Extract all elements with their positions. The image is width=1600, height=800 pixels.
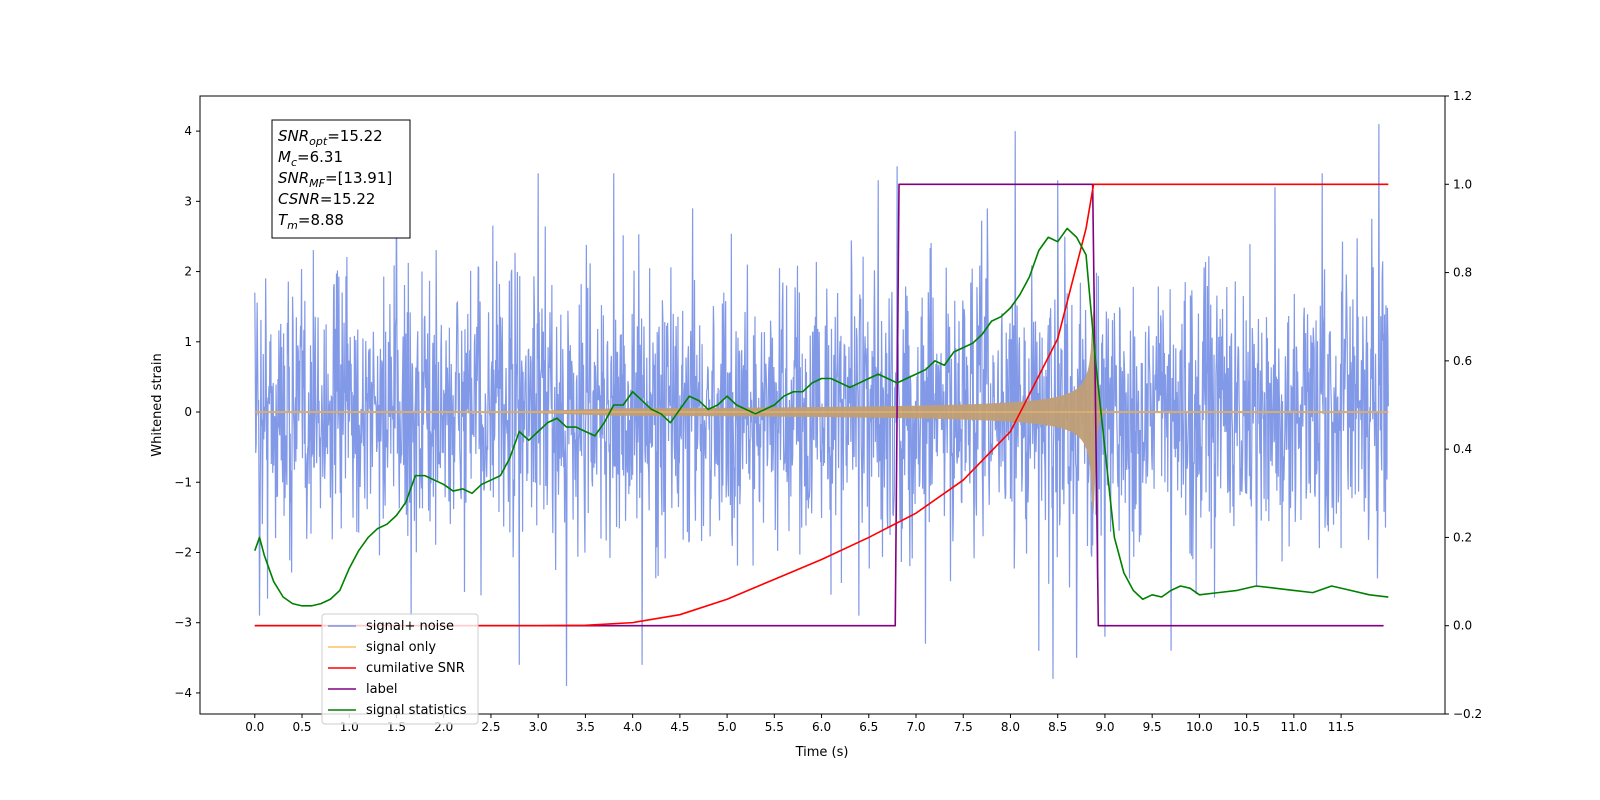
annotation-value: =8.88 bbox=[298, 211, 344, 229]
series-layer bbox=[254, 124, 1389, 686]
legend-label: cumilative SNR bbox=[366, 661, 465, 676]
annotation-subscript: m bbox=[287, 219, 298, 232]
y-tick-label: 4 bbox=[184, 124, 192, 138]
annotation-subscript: c bbox=[291, 156, 297, 169]
y2-tick-label: 0.4 bbox=[1453, 442, 1472, 456]
legend-label: signal statistics bbox=[366, 703, 467, 718]
x-tick-label: 7.0 bbox=[906, 720, 925, 734]
annotation-symbol: SNR bbox=[278, 169, 309, 187]
x-tick-label: 6.5 bbox=[859, 720, 878, 734]
y-axis-left: 4 3 2 1 0 −1 −2 −3 −4 bbox=[174, 124, 200, 700]
series-cumulative-snr-line bbox=[254, 183, 1389, 627]
x-tick-label: 8.5 bbox=[1048, 720, 1067, 734]
x-tick-label: 0.5 bbox=[292, 720, 311, 734]
x-tick-label: 4.5 bbox=[670, 720, 689, 734]
x-tick-label: 11.5 bbox=[1328, 720, 1355, 734]
y2-tick-label: 0.0 bbox=[1453, 619, 1472, 633]
annotation-value: =[13.91] bbox=[325, 169, 392, 187]
y-tick-label: −1 bbox=[174, 475, 192, 489]
x-tick-label: 2.5 bbox=[481, 720, 500, 734]
annotation-value: =15.22 bbox=[320, 190, 376, 208]
x-tick-label: 3.5 bbox=[576, 720, 595, 734]
x-tick-label: 6.0 bbox=[812, 720, 831, 734]
y-tick-label: 1 bbox=[184, 335, 192, 349]
x-tick-label: 8.0 bbox=[1001, 720, 1020, 734]
legend-label: label bbox=[366, 682, 397, 697]
annotation-line: Mc=6.31 bbox=[278, 148, 343, 169]
y-tick-label: 0 bbox=[184, 405, 192, 419]
annotation-value: =15.22 bbox=[327, 127, 383, 145]
annotation-frame bbox=[271, 119, 411, 239]
y2-tick-label: −0.2 bbox=[1453, 707, 1482, 721]
y-tick-label: −3 bbox=[174, 616, 192, 630]
annotation-symbol: T bbox=[278, 211, 289, 229]
annotation-line: Tm=8.88 bbox=[278, 211, 344, 232]
annotation-symbol: M bbox=[278, 148, 291, 166]
annotation-subscript: MF bbox=[309, 177, 325, 190]
y-tick-label: 3 bbox=[184, 194, 192, 208]
y-axis-right: 1.2 1.0 0.8 0.6 0.4 0.2 0.0 −0.2 bbox=[1445, 89, 1482, 721]
series-label-line bbox=[254, 183, 1384, 627]
plot-frame bbox=[199, 95, 1446, 715]
y2-tick-label: 0.8 bbox=[1453, 266, 1472, 280]
annotation-box: SNRopt=15.22Mc=6.31SNRMF=[13.91]CSNR=15.… bbox=[271, 119, 411, 239]
y2-tick-label: 1.0 bbox=[1453, 177, 1472, 191]
y-tick-label: −2 bbox=[174, 545, 192, 559]
x-tick-label: 5.0 bbox=[718, 720, 737, 734]
y2-tick-label: 0.2 bbox=[1453, 530, 1472, 544]
x-tick-label: 5.5 bbox=[765, 720, 784, 734]
annotation-symbol: CSNR bbox=[278, 190, 320, 208]
y2-tick-label: 0.6 bbox=[1453, 354, 1472, 368]
x-tick-label: 0.0 bbox=[245, 720, 264, 734]
series-signal-statistics-line bbox=[254, 227, 1389, 607]
x-tick-label: 3.0 bbox=[529, 720, 548, 734]
annotation-line: SNRMF=[13.91] bbox=[278, 169, 392, 190]
x-axis: 0.0 0.5 1.0 1.5 2.0 2.5 3.0 3.5 4.0 4.5 5.0 5.5 6.0 6… bbox=[245, 714, 1354, 734]
legend-frame bbox=[321, 613, 479, 725]
legend-items: signal+ noise signal only cumilative SNR la… bbox=[328, 619, 467, 718]
legend-label: signal+ noise bbox=[366, 619, 454, 634]
y-tick-label: 2 bbox=[184, 265, 192, 279]
x-tick-label: 9.5 bbox=[1143, 720, 1162, 734]
legend: signal+ noise signal only cumilative SNR la… bbox=[321, 613, 479, 725]
x-tick-label: 9.0 bbox=[1095, 720, 1114, 734]
x-tick-label: 7.5 bbox=[954, 720, 973, 734]
annotation-value: =6.31 bbox=[297, 148, 343, 166]
annotation-line: CSNR=15.22 bbox=[278, 190, 375, 208]
y2-tick-label: 1.2 bbox=[1453, 89, 1472, 103]
series-signal-noise-line bbox=[254, 124, 1389, 686]
annotation-symbol: SNR bbox=[278, 127, 309, 145]
annotation-subscript: opt bbox=[309, 135, 328, 148]
annotation-line: SNRopt=15.22 bbox=[278, 127, 383, 148]
annotation-lines: SNRopt=15.22Mc=6.31SNRMF=[13.91]CSNR=15.… bbox=[278, 127, 392, 232]
y-tick-label: −4 bbox=[174, 686, 192, 700]
x-tick-label: 11.0 bbox=[1281, 720, 1308, 734]
y-axis-label: Whitened strain bbox=[150, 353, 165, 456]
x-tick-label: 10.0 bbox=[1186, 720, 1213, 734]
legend-label: signal only bbox=[366, 640, 436, 655]
x-tick-label: 10.5 bbox=[1233, 720, 1260, 734]
x-axis-label: Time (s) bbox=[795, 745, 849, 760]
x-tick-label: 4.0 bbox=[623, 720, 642, 734]
